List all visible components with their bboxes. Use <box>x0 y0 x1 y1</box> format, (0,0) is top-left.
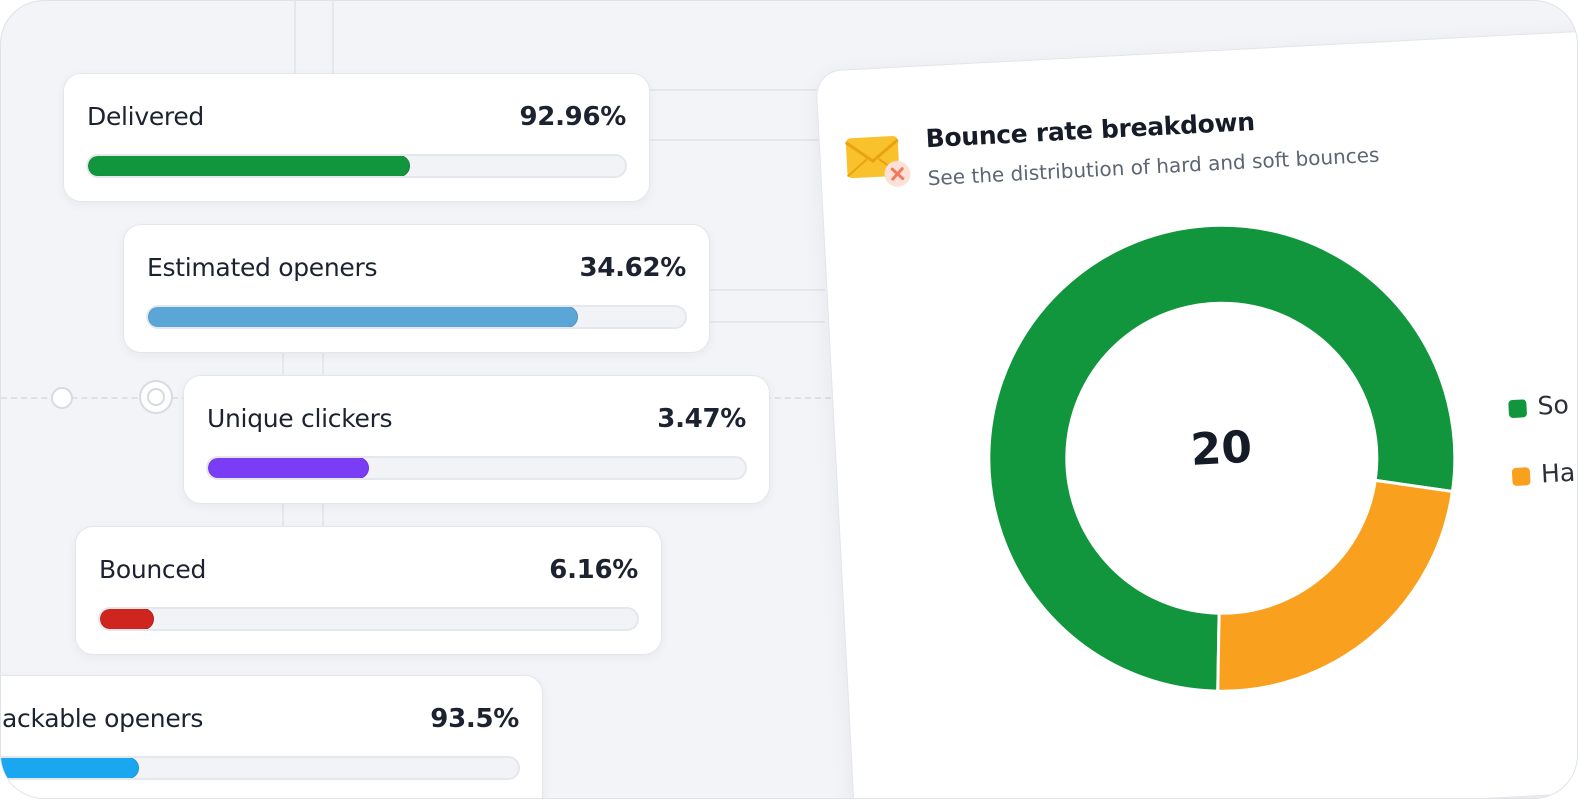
metric-value: 93.5% <box>430 704 519 734</box>
grid-line <box>322 353 324 375</box>
bounce-donut-chart <box>977 213 1467 702</box>
metric-card-trackable-openers[interactable]: ackable openers 93.5% <box>1 675 543 798</box>
grid-line <box>650 139 825 141</box>
metric-value: 6.16% <box>549 555 638 585</box>
metric-card-bounced[interactable]: Bounced 6.16% <box>75 526 662 655</box>
metric-label: Delivered <box>87 102 204 131</box>
progress-track <box>146 305 687 329</box>
metric-value: 92.96% <box>519 102 627 132</box>
grid-line <box>282 353 284 375</box>
donut-slice-soft[interactable] <box>977 213 1467 702</box>
panel-title: Bounce rate breakdown <box>924 107 1256 154</box>
progress-fill <box>88 156 411 176</box>
grid-line <box>322 503 324 527</box>
metric-label: Unique clickers <box>207 404 393 433</box>
legend-label-soft[interactable]: So <box>1536 390 1570 421</box>
metric-value: 3.47% <box>657 404 746 434</box>
donut-slice-hard[interactable] <box>1207 476 1462 693</box>
progress-track <box>1 756 520 780</box>
bounce-breakdown-panel: Bounce rate breakdown See the distributi… <box>815 29 1577 798</box>
timeline-node <box>51 387 73 409</box>
legend-swatch-hard <box>1511 467 1531 487</box>
grid-line <box>332 1 334 73</box>
envelope-error-icon <box>844 136 911 187</box>
metric-card-unique-clickers[interactable]: Unique clickers 3.47% <box>183 375 770 504</box>
metric-card-delivered[interactable]: Delivered 92.96% <box>63 73 650 202</box>
panel-subtitle: See the distribution of hard and soft bo… <box>927 142 1380 191</box>
progress-fill <box>208 458 370 478</box>
legend-swatch-soft <box>1508 399 1528 419</box>
legend-label-hard[interactable]: Ha <box>1540 457 1576 489</box>
metric-label: ackable openers <box>2 704 204 733</box>
grid-line <box>282 503 284 527</box>
progress-track <box>86 154 627 178</box>
metric-label: Bounced <box>99 555 207 584</box>
progress-fill <box>100 609 154 629</box>
grid-line <box>710 321 825 323</box>
grid-line <box>710 289 825 291</box>
metric-card-estimated-openers[interactable]: Estimated openers 34.62% <box>123 224 710 353</box>
timeline-node-active <box>139 380 173 414</box>
progress-fill <box>148 307 578 327</box>
progress-fill <box>1 758 140 778</box>
grid-line <box>294 1 296 73</box>
metric-value: 34.62% <box>579 253 687 283</box>
progress-track <box>206 456 747 480</box>
metric-label: Estimated openers <box>147 253 378 282</box>
grid-line <box>650 89 825 91</box>
progress-track <box>98 607 639 631</box>
